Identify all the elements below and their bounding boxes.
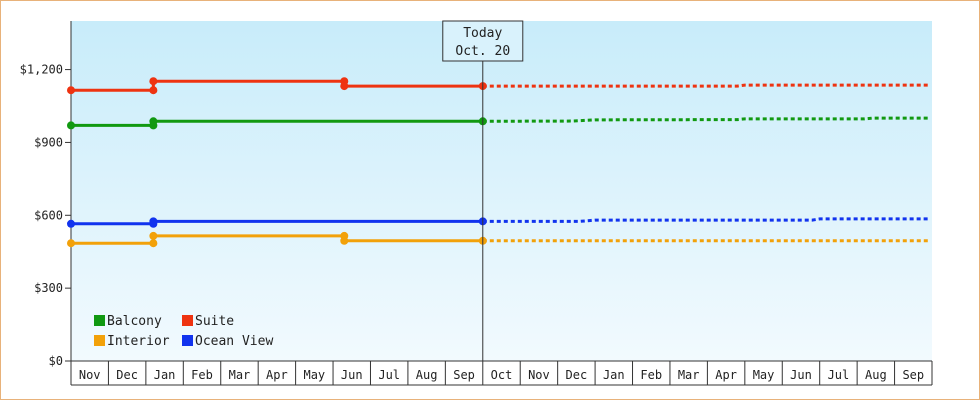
x-tick-label: Feb — [191, 368, 213, 382]
x-axis: Nov Dec Jan Feb Mar Apr May Jun Jul Aug Sep Oct Nov D… — [70, 360, 933, 386]
x-tick-label: Jul — [828, 368, 850, 382]
series-point — [340, 236, 349, 245]
x-tick-label: Apr — [715, 368, 737, 382]
x-tick-label: Aug — [416, 368, 438, 382]
today-label-line1: Today — [463, 26, 502, 41]
x-tick-label: Jan — [154, 368, 176, 382]
today-label-box — [442, 20, 524, 62]
series-line — [71, 234, 483, 245]
chart-legend: Balcony Suite Interior Ocean View — [94, 314, 273, 349]
legend-item: Interior — [94, 334, 170, 349]
x-tick-label: Oct — [491, 368, 513, 382]
y-tick-label: $900 — [34, 135, 63, 149]
y-tick-label: $600 — [34, 208, 63, 222]
x-tick-label: Mar — [678, 368, 700, 382]
series-point — [149, 86, 158, 95]
legend-item: Suite — [182, 314, 234, 329]
x-tick-label: Sep — [453, 368, 475, 382]
y-tick-label: $0 — [49, 354, 63, 368]
legend-item: Ocean View — [182, 334, 273, 349]
series-layer — [67, 77, 929, 248]
x-tick-label: Sep — [902, 368, 924, 382]
series-ocean-view — [67, 217, 929, 228]
legend-label: Interior — [107, 334, 170, 349]
legend-label: Suite — [195, 314, 234, 329]
today-marker: Today Oct. 20 — [442, 20, 524, 361]
legend-swatch — [94, 315, 105, 326]
legend-swatch — [182, 335, 193, 346]
legend-swatch — [182, 315, 193, 326]
x-tick-label: May — [303, 368, 325, 382]
series-point — [149, 217, 158, 226]
series-point — [67, 121, 75, 130]
series-point — [67, 239, 75, 248]
series-forecast-line — [482, 83, 929, 88]
series-forecast-line — [482, 116, 929, 123]
series-line — [71, 79, 483, 92]
x-tick-label: Dec — [566, 368, 588, 382]
plot-background — [71, 21, 932, 361]
series-point — [149, 77, 158, 86]
x-tick-label: Jun — [341, 368, 363, 382]
series-point — [340, 82, 349, 91]
x-tick-label: Jul — [378, 368, 400, 382]
today-label-line2: Oct. 20 — [455, 44, 510, 59]
y-tick-label: $300 — [34, 281, 63, 295]
x-tick-label: Jan — [603, 368, 625, 382]
legend-label: Ocean View — [195, 334, 273, 349]
series-point — [149, 231, 158, 240]
series-point — [67, 219, 75, 228]
series-interior — [67, 231, 929, 248]
x-tick-label: Nov — [528, 368, 550, 382]
series-point — [149, 117, 158, 126]
x-tick-label: Jun — [790, 368, 812, 382]
series-forecast-line — [482, 217, 929, 223]
x-tick-label: Aug — [865, 368, 887, 382]
y-axis: $0 $300 $600 $900 $1,200 — [20, 21, 72, 368]
x-tick-label: Mar — [229, 368, 251, 382]
legend-item: Balcony — [94, 314, 162, 329]
x-tick-label: Feb — [640, 368, 662, 382]
series-point — [149, 239, 158, 248]
x-tick-label: Dec — [116, 368, 138, 382]
x-tick-label: Apr — [266, 368, 288, 382]
y-tick-label: $1,200 — [20, 63, 63, 77]
x-tick-label: May — [753, 368, 775, 382]
series-point — [67, 86, 75, 95]
x-tick-label: Nov — [79, 368, 101, 382]
legend-swatch — [94, 335, 105, 346]
legend-label: Balcony — [107, 314, 162, 329]
